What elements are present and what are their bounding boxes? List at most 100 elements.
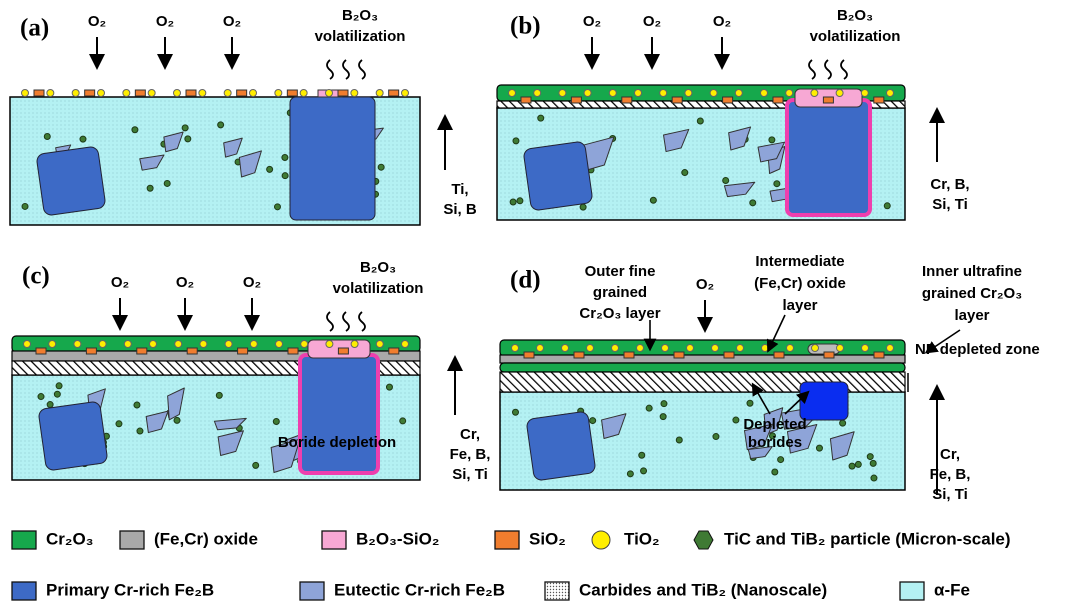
sio2 [622, 97, 632, 103]
tic-particle [682, 170, 688, 176]
tic-particle [253, 462, 259, 468]
tic-particle [871, 475, 877, 481]
label: volatilization [315, 28, 406, 45]
tic-particle [378, 164, 384, 170]
tio2 [737, 345, 744, 352]
tic-particle [639, 452, 645, 458]
tio2 [637, 345, 644, 352]
tio2 [687, 345, 694, 352]
legend-label: Primary Cr-rich Fe₂B [46, 580, 214, 599]
label: Intermediate [755, 253, 844, 270]
tic-particle [38, 394, 44, 400]
legend-swatch [322, 531, 346, 549]
tio2 [786, 90, 793, 97]
oxygen-label: O₂ [243, 274, 261, 291]
tic-particle [54, 391, 60, 397]
oxygen-label: O₂ [111, 274, 129, 291]
sio2 [571, 97, 581, 103]
tic-particle [218, 122, 224, 128]
panel-label: (b) [510, 13, 541, 40]
tic-particle [510, 199, 516, 205]
tio2 [534, 90, 541, 97]
label: (Fe,Cr) oxide [754, 275, 846, 292]
diagram: (a)O₂O₂O₂B₂O₃volatilizationTi,Si, B(b)O₂… [0, 0, 1078, 607]
tic-particle [816, 445, 822, 451]
squiggle [809, 60, 815, 79]
tio2 [250, 90, 257, 97]
panel-label: (d) [510, 267, 541, 294]
tio2 [24, 341, 31, 348]
label: Fe, B, [930, 466, 971, 483]
label: grained [593, 284, 647, 301]
tio2 [587, 345, 594, 352]
sio2 [389, 348, 399, 354]
tic-particle [134, 402, 140, 408]
tio2 [74, 341, 81, 348]
primary-boride [526, 411, 596, 481]
sio2 [574, 352, 584, 358]
tic-particle [840, 420, 846, 426]
label: layer [782, 297, 817, 314]
tic-particle [282, 155, 288, 161]
tic-particle [182, 125, 188, 131]
label: Inner ultrafine [922, 263, 1022, 280]
tic-particle [650, 197, 656, 203]
legend-swatch [120, 531, 144, 549]
tic-particle [627, 471, 633, 477]
tio2 [301, 341, 308, 348]
tic-particle [774, 181, 780, 187]
tic-particle [80, 136, 86, 142]
tio2 [787, 345, 794, 352]
primary-boride [523, 141, 593, 211]
sio2 [723, 97, 733, 103]
sio2 [389, 90, 399, 96]
tio2 [225, 341, 232, 348]
oxygen-label: O₂ [176, 274, 194, 291]
label: Si, Ti [932, 486, 968, 503]
tio2 [351, 341, 358, 348]
tic-particle [778, 457, 784, 463]
legend-swatch [545, 582, 569, 600]
tic-particle [747, 400, 753, 406]
tic-particle [676, 437, 682, 443]
sio2 [874, 97, 884, 103]
tic-particle [47, 402, 53, 408]
tic-particle [216, 392, 222, 398]
sio2 [137, 348, 147, 354]
tic-particle [282, 173, 288, 179]
legend-swatch [12, 582, 36, 600]
tio2 [609, 90, 616, 97]
tio2 [200, 341, 207, 348]
sio2 [823, 97, 833, 103]
tio2 [175, 341, 182, 348]
label: Ti, [451, 181, 468, 198]
tio2 [49, 341, 56, 348]
layer [500, 340, 905, 356]
sio2 [338, 348, 348, 354]
label: borides [748, 434, 802, 451]
squiggle [327, 60, 333, 79]
sio2 [824, 352, 834, 358]
tic-particle [56, 383, 62, 389]
tio2 [861, 90, 868, 97]
tio2 [72, 90, 79, 97]
tio2 [199, 90, 206, 97]
legend-swatch [694, 531, 713, 549]
tio2 [275, 90, 282, 97]
label: Fe, B, [450, 446, 491, 463]
tio2 [300, 90, 307, 97]
legend-swatch [900, 582, 924, 600]
tio2 [761, 90, 768, 97]
tic-particle [513, 138, 519, 144]
sio2 [135, 90, 145, 96]
tio2 [512, 345, 519, 352]
sio2 [672, 97, 682, 103]
primary-boride [800, 382, 848, 420]
annotation: NP depleted zone [915, 341, 1040, 358]
tio2 [224, 90, 231, 97]
tio2 [662, 345, 669, 352]
legend-label: Cr₂O₃ [46, 529, 94, 548]
tio2 [660, 90, 667, 97]
tio2 [862, 345, 869, 352]
label: layer [954, 307, 989, 324]
